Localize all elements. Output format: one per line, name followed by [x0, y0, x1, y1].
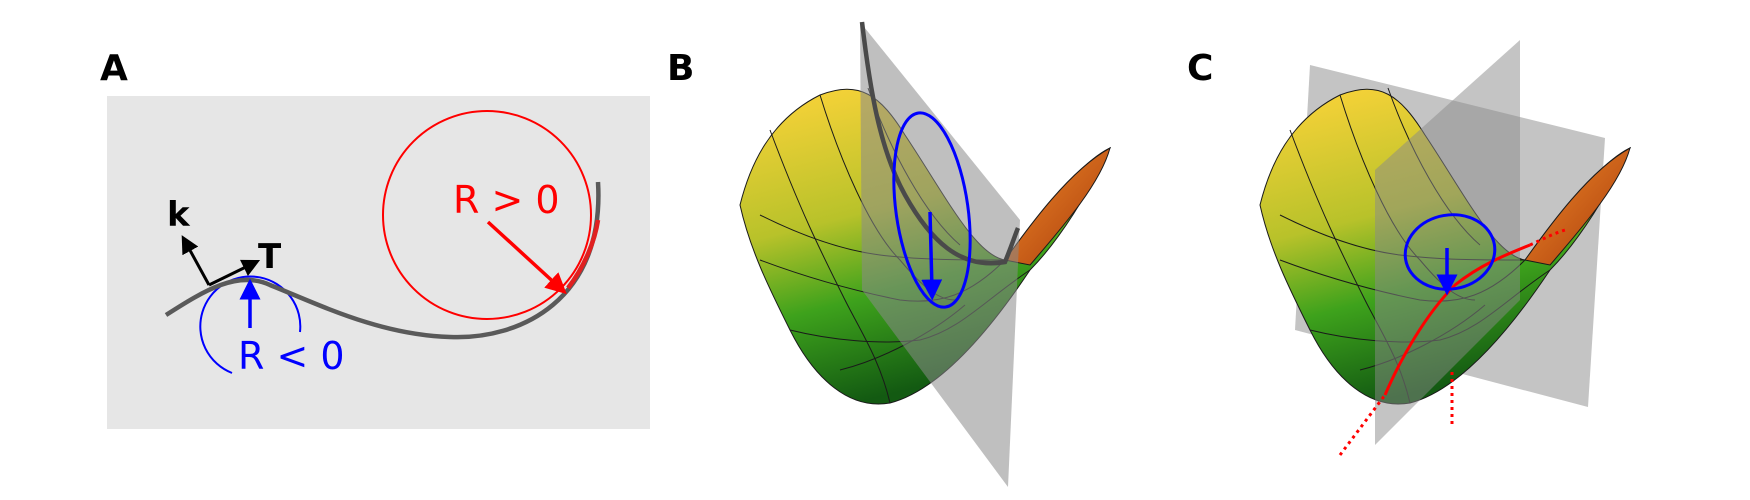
normal-vector-label: k: [167, 195, 191, 235]
plane-curve: [164, 181, 601, 340]
positive-radius-label: R > 0: [453, 178, 560, 222]
tangent-vector: [208, 259, 261, 287]
normal-section-curve: [859, 21, 1021, 266]
positive-contact-segment: [566, 219, 601, 290]
saddle-wing: [1004, 146, 1111, 266]
normal-plane: [860, 22, 1020, 487]
principal-curve-dotted-upper: [1529, 228, 1566, 247]
panel-a-background: [107, 96, 650, 429]
curvature-circle-b: [892, 111, 972, 309]
principal-curve-dotted-lower: [1338, 394, 1387, 456]
positive-radius-circle: [382, 110, 592, 320]
panel-b-label: B: [667, 48, 694, 89]
panel-a: A k T R < 0 R > 0: [100, 48, 650, 429]
curvature-arrow-b: [921, 211, 943, 301]
positive-radius-arrow: [486, 220, 567, 295]
panel-a-label: A: [100, 48, 128, 89]
panel-b: B: [667, 21, 1112, 487]
panel-c: C: [1187, 40, 1632, 456]
negative-radius-label: R < 0: [238, 334, 345, 378]
tangent-vector-label: T: [258, 237, 282, 277]
normal-vector: [181, 235, 211, 286]
panel-c-label: C: [1187, 48, 1213, 89]
